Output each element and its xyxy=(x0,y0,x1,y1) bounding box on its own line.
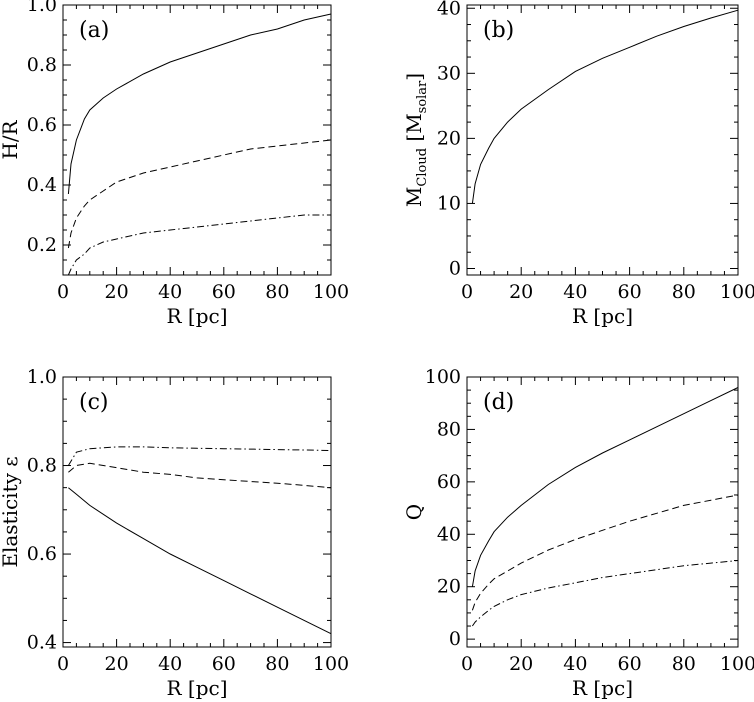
x-tick-label: 0 xyxy=(57,281,69,303)
y-axis-label-part: Cloud xyxy=(415,148,430,187)
x-tick-label: 60 xyxy=(212,653,236,675)
x-tick-label: 80 xyxy=(265,653,289,675)
x-axis-label: R [pc] xyxy=(166,676,227,700)
panel-label: (b) xyxy=(483,18,514,43)
x-tick-label: 40 xyxy=(563,281,587,303)
y-tick-label: 100 xyxy=(425,366,461,388)
x-tick-label: 100 xyxy=(313,653,349,675)
y-tick-label: 0.8 xyxy=(27,455,57,477)
series-line-dashdot xyxy=(67,214,331,276)
y-tick-label: 0.6 xyxy=(27,543,57,565)
series-line-dashed xyxy=(471,494,739,611)
y-tick-label: 0.2 xyxy=(27,234,57,256)
x-tick-label: 60 xyxy=(618,653,642,675)
y-axis-label-part: M xyxy=(402,187,426,207)
y-axis-label: Elasticity ε xyxy=(0,456,22,567)
x-tick-label: 40 xyxy=(158,281,182,303)
x-tick-label: 100 xyxy=(313,281,349,303)
x-tick-label: 80 xyxy=(672,281,696,303)
panel-b: 0 20 40 60 80 100 0 10 20 30 40 (b) R [pc] MCloud [Ms… xyxy=(402,0,754,328)
y-tick-label: 0.8 xyxy=(27,54,57,76)
x-tick-label: 60 xyxy=(618,281,642,303)
x-axis-label: R [pc] xyxy=(572,676,633,700)
y-axis-label-part: ] xyxy=(402,73,426,81)
y-tick-label: 60 xyxy=(437,471,461,493)
y-axis-label: Q xyxy=(402,504,426,520)
y-axis-label-part: [M xyxy=(402,113,426,148)
x-tick-label: 40 xyxy=(563,653,587,675)
series-line-dashdot xyxy=(67,446,332,466)
x-axis-label: R [pc] xyxy=(572,304,633,328)
series-line-dashdot xyxy=(471,560,739,627)
series-line-solid xyxy=(67,13,332,195)
y-tick-label: 1.0 xyxy=(27,366,57,388)
series-line-solid xyxy=(471,9,739,204)
y-tick-label: 20 xyxy=(437,127,461,149)
y-tick-label: 20 xyxy=(437,576,461,598)
series-line-dashed xyxy=(68,462,332,489)
plot-frame xyxy=(62,4,332,276)
y-tick-label: 1.0 xyxy=(27,0,57,16)
y-tick-label: 80 xyxy=(437,418,461,440)
panel-label: (c) xyxy=(79,390,109,415)
y-axis-label: H/R xyxy=(0,119,22,159)
y-tick-label: 0.4 xyxy=(27,174,57,196)
x-tick-label: 100 xyxy=(720,281,754,303)
x-tick-label: 80 xyxy=(672,653,696,675)
x-tick-label: 20 xyxy=(105,281,129,303)
series-line-solid xyxy=(68,487,332,635)
plot-frame xyxy=(466,376,739,648)
y-tick-label: 0.4 xyxy=(27,632,57,654)
x-tick-label: 0 xyxy=(461,281,473,303)
y-tick-label: 10 xyxy=(437,192,461,214)
panel-c: 0 20 40 60 80 100 0.4 0.6 0.8 1.0 (c) R [pc] Elastic… xyxy=(0,366,349,700)
x-tick-label: 80 xyxy=(265,281,289,303)
x-tick-label: 0 xyxy=(57,653,69,675)
x-axis-label: R [pc] xyxy=(166,304,227,328)
plot-frame xyxy=(62,376,332,648)
y-tick-label: 40 xyxy=(437,523,461,545)
panel-label: (d) xyxy=(483,390,514,415)
x-tick-label: 20 xyxy=(509,653,533,675)
x-tick-label: 0 xyxy=(461,653,473,675)
x-tick-label: 40 xyxy=(158,653,182,675)
y-axis-label-part: solar xyxy=(415,80,430,113)
y-tick-label: 30 xyxy=(437,62,461,84)
series-line-solid xyxy=(471,387,739,587)
y-axis-label: MCloud [Msolar] xyxy=(402,73,430,207)
panel-d: 0 20 40 60 80 100 0 20 40 60 80 100 (d) R [pc] Q xyxy=(402,366,754,700)
plot-frame xyxy=(466,4,739,276)
y-tick-label: 0.6 xyxy=(27,114,57,136)
series-line-dashed xyxy=(67,139,332,249)
y-tick-label: 0 xyxy=(449,257,461,279)
panel-label: (a) xyxy=(79,18,109,43)
panel-a: 0 20 40 60 80 100 0.2 0.4 0.6 0.8 1.0 (a) R [pc] H/R xyxy=(0,0,349,328)
x-tick-label: 60 xyxy=(212,281,236,303)
x-tick-label: 100 xyxy=(720,653,754,675)
y-tick-label: 0 xyxy=(449,628,461,650)
x-tick-label: 20 xyxy=(509,281,533,303)
x-tick-label: 20 xyxy=(105,653,129,675)
y-tick-label: 40 xyxy=(437,0,461,19)
